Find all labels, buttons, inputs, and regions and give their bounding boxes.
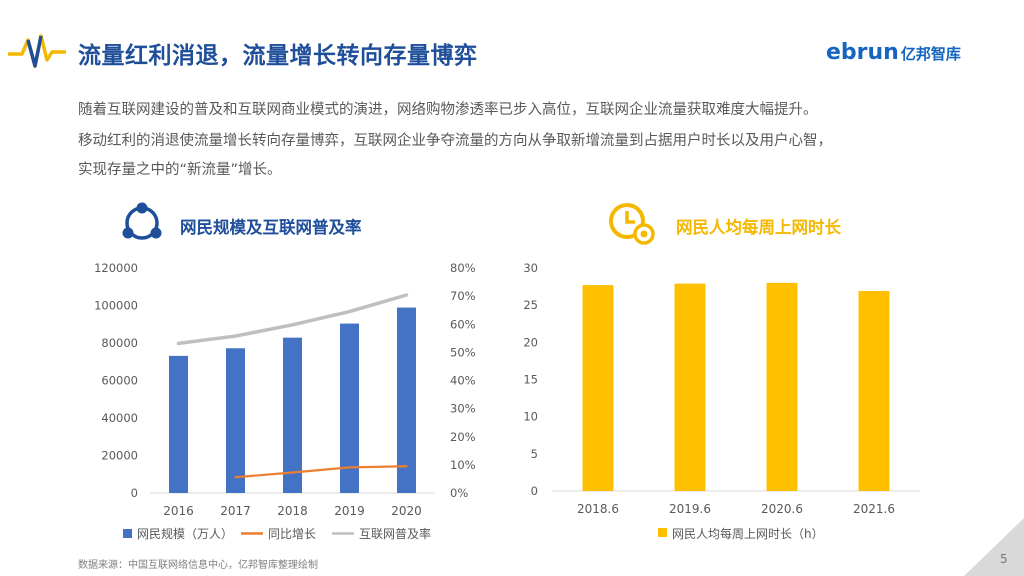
user-scale-bar (397, 307, 416, 493)
weekly-hours-bar (582, 285, 614, 491)
page-title: 流量红利消退，流量增长转向存量博弈 (78, 43, 478, 69)
y-tick-label: 15 (523, 373, 538, 387)
x-tick-label: 2020.6 (761, 502, 803, 516)
y2-tick-label: 10% (450, 458, 476, 472)
ebrun-logo: ebrun 亿邦智库 (826, 40, 961, 65)
internet-users-chart: 0 20000 40000 60000 80000 100000 120000 0% 10% 20… (94, 261, 476, 541)
legend-label: 同比增长 (268, 527, 316, 541)
penetration-line (176, 293, 409, 346)
y-tick-label: 30 (523, 261, 538, 275)
legend-label: 互联网普及率 (359, 526, 431, 541)
weekly-hours-bar (766, 282, 798, 491)
y-tick-label: 100000 (94, 299, 138, 313)
y-tick-label: 25 (523, 298, 538, 312)
y2-tick-label: 40% (450, 374, 476, 388)
y-tick-label: 0 (531, 484, 538, 498)
user-scale-bar (226, 348, 245, 493)
y2-tick-label: 70% (450, 289, 476, 303)
legend-label: 网民规模（万人） (137, 526, 233, 541)
pulse-icon (8, 34, 66, 68)
clock-icon (609, 203, 655, 245)
y2-tick-label: 30% (450, 402, 476, 416)
corner-decoration (964, 518, 1024, 576)
y2-tick-label: 0% (450, 486, 468, 500)
weekly-hours-bar (858, 291, 890, 491)
x-tick-label: 2018.6 (577, 502, 619, 516)
legend-swatch (658, 528, 667, 537)
y2-tick-label: 80% (450, 261, 476, 275)
y2-tick-label: 50% (450, 345, 476, 359)
y-tick-label: 10 (523, 410, 538, 424)
x-tick-label: 2021.6 (853, 502, 895, 516)
intro-line-3: 实现存量之中的“新流量”增长。 (78, 162, 282, 178)
legend-swatch (123, 529, 132, 538)
y-tick-label: 80000 (101, 336, 138, 350)
y2-tick-label: 60% (450, 317, 476, 331)
y-tick-label: 0 (131, 486, 138, 500)
left-chart-title: 网民规模及互联网普及率 (180, 218, 362, 237)
y-tick-label: 20000 (101, 449, 138, 463)
weekly-hours-bar (674, 283, 706, 491)
logo-cn-text: 亿邦智库 (900, 45, 961, 63)
legend-label: 网民人均每周上网时长（h） (672, 526, 824, 541)
user-scale-bar (283, 337, 302, 493)
user-scale-bar (340, 323, 359, 493)
x-tick-label: 2019.6 (669, 502, 711, 516)
weekly-hours-chart: 0 5 10 15 20 25 30 2018.6 2019.6 2020.6 2021.6 网民人均… (523, 261, 920, 541)
y-tick-label: 60000 (101, 374, 138, 388)
y2-tick-label: 20% (450, 430, 476, 444)
x-tick-label: 2019 (334, 504, 365, 518)
network-nodes-icon (122, 202, 162, 240)
page-number: 5 (1000, 552, 1008, 566)
user-scale-bar (169, 355, 188, 493)
intro-line-1: 随着互联网建设的普及和互联网商业模式的演进，网络购物渗透率已步入高位，互联网企业… (78, 102, 818, 118)
logo-text: ebrun (826, 40, 899, 65)
x-tick-label: 2018 (277, 504, 308, 518)
data-source-note: 数据来源：中国互联网络信息中心，亿邦智库整理绘制 (78, 560, 318, 571)
y-tick-label: 5 (531, 447, 538, 461)
x-tick-label: 2020 (391, 504, 422, 518)
y-tick-label: 120000 (94, 261, 138, 275)
intro-line-2: 移动红利的消退使流量增长转向存量博弈，互联网企业争夺流量的方向从争取新增流量到占… (78, 133, 832, 149)
right-chart-title: 网民人均每周上网时长 (676, 218, 841, 237)
x-tick-label: 2017 (220, 504, 251, 518)
yoy-growth-line (234, 465, 408, 479)
y-tick-label: 40000 (101, 411, 138, 425)
x-tick-label: 2016 (163, 504, 194, 518)
y-tick-label: 20 (523, 335, 538, 349)
